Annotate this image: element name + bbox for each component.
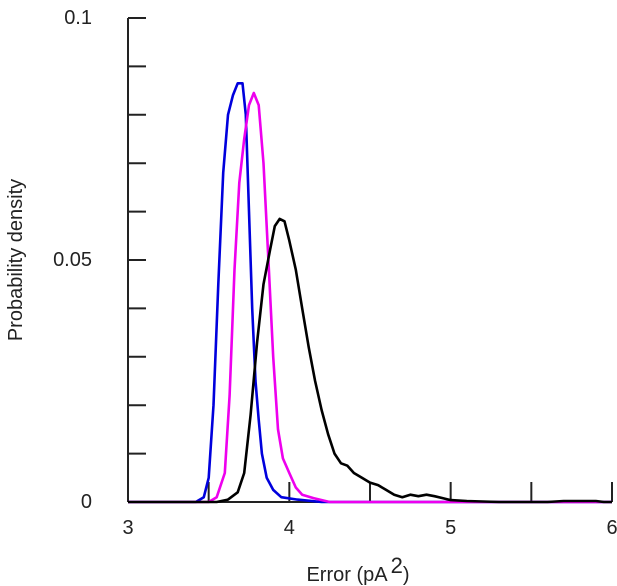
x-tick-label: 6 (606, 517, 617, 539)
x-axis-label: Error (pA 2) (306, 553, 409, 586)
series-line-3 (128, 217, 612, 504)
x-tick-label: 5 (445, 517, 456, 539)
x-axis-label-main: Error (pA (306, 564, 388, 586)
series-line-2 (128, 91, 612, 504)
x-tick-label: 3 (122, 517, 133, 539)
tick-labels: 0 0.05 0.1 3 4 5 6 (53, 7, 617, 539)
y-axis-label: Probability density (5, 179, 27, 341)
x-axis-label-superscript: 2 (391, 553, 403, 578)
x-axis-label-close: ) (403, 564, 410, 586)
y-tick-label: 0 (81, 491, 92, 513)
series-group (128, 82, 612, 504)
ticks (127, 17, 613, 503)
y-tick-label: 0.1 (64, 7, 92, 29)
y-tick-label: 0.05 (53, 249, 92, 271)
x-tick-label: 4 (284, 517, 295, 539)
axes (127, 18, 612, 503)
series-line-1 (128, 82, 612, 504)
